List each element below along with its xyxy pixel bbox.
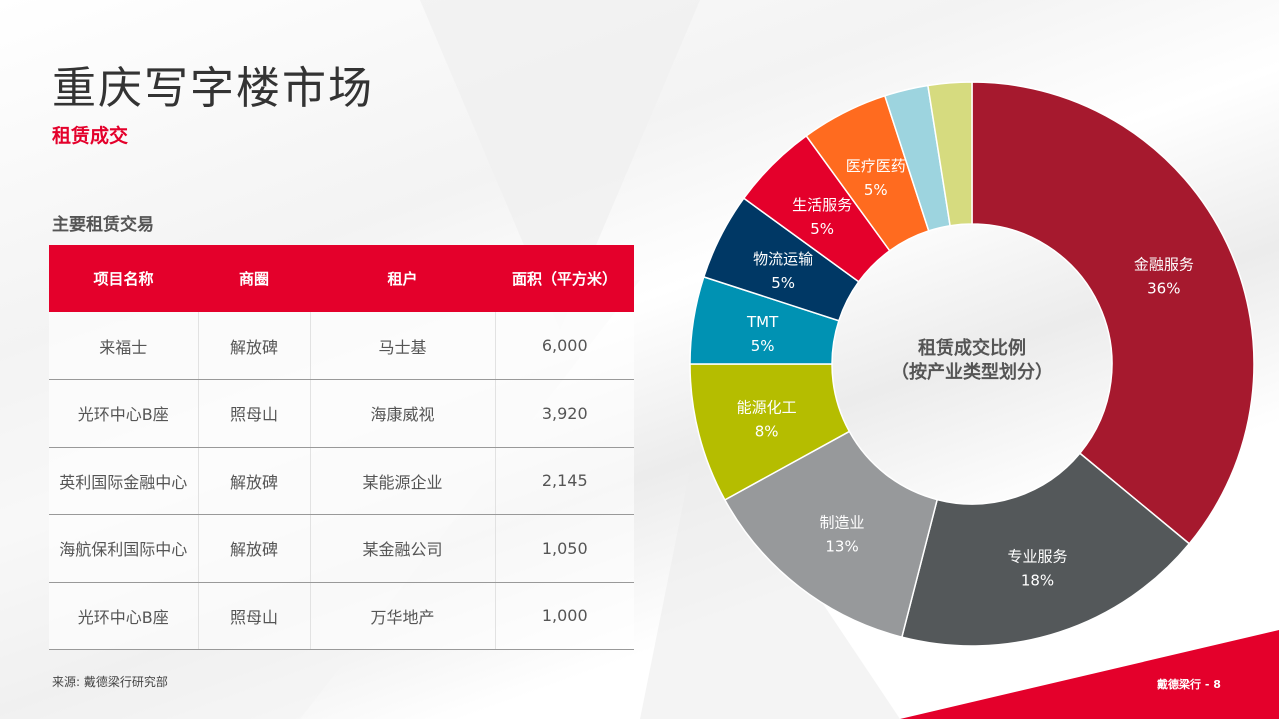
source-note: 来源: 戴德梁行研究部 <box>52 675 168 689</box>
page-subtitle: 租赁成交 <box>52 125 129 147</box>
table-cell: 万华地产 <box>309 582 495 650</box>
table-cell: 海康威视 <box>309 379 495 448</box>
slice-value-label: 13% <box>825 538 858 556</box>
col-header: 租户 <box>310 245 495 312</box>
donut-slice <box>971 81 1255 545</box>
slice-label: TMT <box>746 313 779 331</box>
table-cell: 1,000 <box>494 582 634 650</box>
donut-slice <box>723 430 939 639</box>
table-cell: 某能源企业 <box>309 447 495 515</box>
col-header: 项目名称 <box>49 245 198 312</box>
table-cell: 海航保利国际中心 <box>49 514 198 583</box>
chart-center-title: 租赁成交比例 <box>918 337 1026 359</box>
section-title: 主要租赁交易 <box>52 215 154 235</box>
footer-page-label: 戴德梁行 - 8 <box>1157 678 1221 691</box>
table-row: 光环中心B座 照母山 万华地产 1,000 <box>49 582 634 650</box>
page-title: 重庆写字楼市场 <box>52 63 374 114</box>
table-row: 英利国际金融中心 解放碑 某能源企业 2,145 <box>49 447 634 515</box>
table-cell: 马士基 <box>309 312 495 380</box>
donut-slice <box>900 452 1191 647</box>
table-cell: 6,000 <box>494 312 634 380</box>
table-cell: 2,145 <box>494 447 634 515</box>
transactions-table: 项目名称 商圈 租户 面积（平方米） 来福士 解放碑 马士基 6,000 光环中心B座照… <box>49 245 634 650</box>
slice-label: 金融服务 <box>1134 256 1194 274</box>
table-cell: 解放碑 <box>197 447 310 515</box>
table-cell: 解放碑 <box>197 312 310 380</box>
slice-label: 专业服务 <box>1008 548 1068 566</box>
slice-label: 生活服务 <box>792 196 852 214</box>
table-row: 海航保利国际中心 解放碑 某金融公司 1,050 <box>49 514 634 583</box>
slice-value-label: 8% <box>755 423 779 441</box>
table-cell: 1,050 <box>494 514 634 583</box>
table-cell: 光环中心B座 <box>49 379 198 448</box>
slice-value-label: 18% <box>1021 572 1054 590</box>
table-cell: 解放碑 <box>197 514 310 583</box>
slice-value-label: 5% <box>810 220 834 238</box>
table-cell: 3,920 <box>494 379 634 448</box>
slice-label: 制造业 <box>820 514 865 532</box>
donut-slice <box>927 81 973 227</box>
col-header: 面积（平方米） <box>495 245 634 312</box>
slice-label: 物流运输 <box>753 250 813 268</box>
slice-label: 能源化工 <box>737 399 797 417</box>
slice-label: 医疗医药 <box>846 157 906 175</box>
chart-center-title: （按产业类型划分） <box>891 361 1053 383</box>
table-cell: 来福士 <box>49 312 198 380</box>
table-cell: 照母山 <box>197 379 310 448</box>
table-cell: 照母山 <box>197 582 310 650</box>
table-row: 光环中心B座 照母山 海康威视 3,920 <box>49 379 634 448</box>
table-header-row: 项目名称 商圈 租户 面积（平方米） <box>49 245 634 312</box>
slice-value-label: 5% <box>864 181 888 199</box>
table-cell: 光环中心B座 <box>49 582 198 650</box>
table-cell: 某金融公司 <box>309 514 495 583</box>
slice-value-label: 5% <box>771 274 795 292</box>
slice-value-label: 5% <box>751 337 775 355</box>
table-row: 来福士 解放碑 马士基 6,000 <box>49 312 634 380</box>
table-cell: 英利国际金融中心 <box>49 447 198 515</box>
slice-value-label: 36% <box>1147 280 1180 298</box>
footer-red-band <box>900 630 1279 719</box>
col-header: 商圈 <box>198 245 310 312</box>
